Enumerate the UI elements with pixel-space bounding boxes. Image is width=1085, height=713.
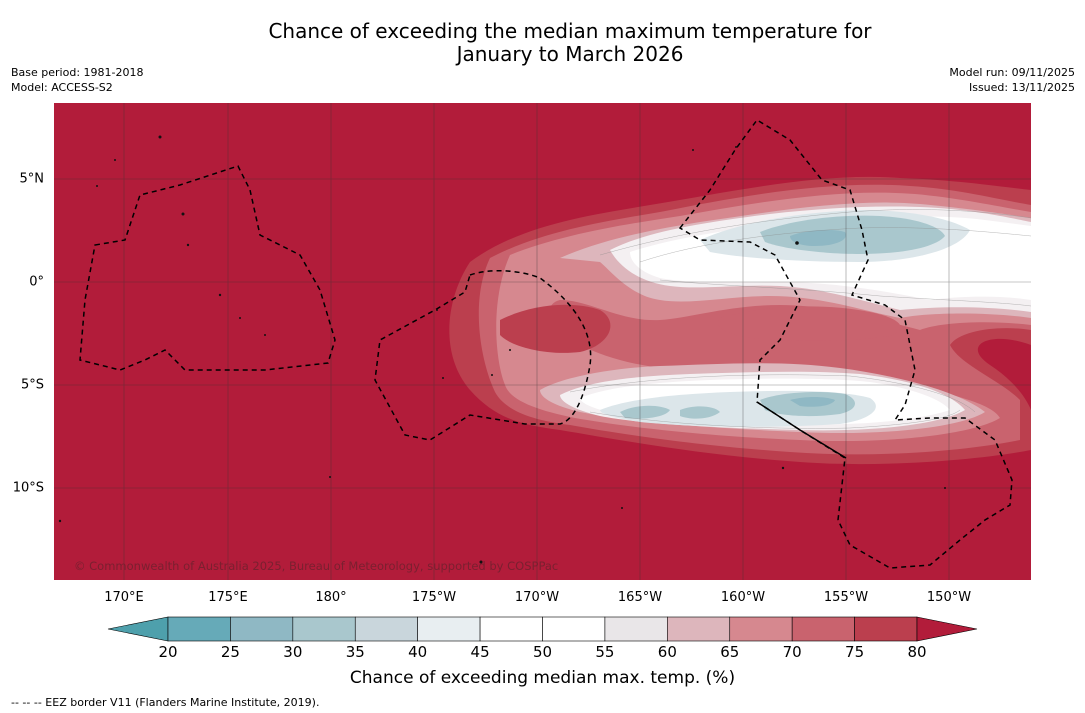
colorbar-tick-label: 55	[595, 643, 615, 661]
lon-label: 155°W	[823, 590, 869, 605]
colorbar	[107, 616, 978, 642]
lon-label: 150°W	[926, 590, 972, 605]
colorbar-tick-label: 75	[845, 643, 865, 661]
colorbar-tick-label: 40	[408, 643, 428, 661]
solid-border-segment	[756, 401, 847, 459]
eez-borders	[79, 119, 1013, 569]
lon-label: 170°E	[104, 590, 144, 605]
lon-label: 160°W	[720, 590, 766, 605]
colorbar-over-triangle	[916, 616, 978, 642]
colorbar-title: Chance of exceeding median max. temp. (%…	[349, 668, 736, 688]
colorbar-cell	[230, 616, 294, 642]
metadata-right: Model run: 09/11/2025 Issued: 13/11/2025	[949, 65, 1075, 95]
contour-band-mid	[717, 306, 901, 341]
colorbar-cell	[854, 616, 918, 642]
contour-band-25-30-south	[790, 397, 835, 407]
colorbar-cell	[167, 616, 231, 642]
lon-label: 175°E	[208, 590, 248, 605]
model-name: Model: ACCESS-S2	[11, 81, 113, 94]
colorbar-cell	[354, 616, 418, 642]
map-panel	[54, 103, 1031, 580]
colorbar-tick-label: 70	[782, 643, 802, 661]
lon-label: 175°W	[411, 590, 457, 605]
colorbar-cells	[167, 616, 918, 642]
colorbar-tick-label: 20	[158, 643, 178, 661]
issued-date: Issued: 13/11/2025	[968, 81, 1075, 94]
title-line-1: Chance of exceeding the median maximum t…	[268, 19, 872, 43]
metadata-left: Base period: 1981-2018 Model: ACCESS-S2	[11, 65, 143, 95]
contour-band-west-70	[500, 304, 611, 353]
gridlines	[54, 103, 1031, 580]
lon-label: 170°W	[514, 590, 560, 605]
colorbar-cell	[479, 616, 543, 642]
colorbar-tick-label: 50	[532, 643, 553, 661]
colorbar-tick-label: 65	[720, 643, 740, 661]
colorbar-tick-label: 25	[220, 643, 240, 661]
lat-label: 5°N	[19, 171, 45, 187]
title-line-2: January to March 2026	[456, 42, 684, 66]
colorbar-cell	[667, 616, 731, 642]
copyright-text: © Commonwealth of Australia 2025, Bureau…	[74, 559, 559, 573]
colorbar-tick-label: 45	[470, 643, 490, 661]
lon-label: 165°W	[617, 590, 663, 605]
colorbar-cell	[417, 616, 481, 642]
colorbar-cell	[604, 616, 668, 642]
lat-label: 10°S	[12, 480, 44, 496]
colorbar-cell	[791, 616, 855, 642]
colorbar-cell	[729, 616, 793, 642]
model-run: Model run: 09/11/2025	[949, 66, 1075, 79]
colorbar-tick-label: 30	[283, 643, 303, 661]
colorbar-tick-label: 35	[345, 643, 365, 661]
colorbar-tick-label: 60	[657, 643, 677, 661]
colorbar-tick-label: 80	[907, 643, 927, 661]
lat-label: 0°	[29, 274, 44, 290]
base-period: Base period: 1981-2018	[11, 66, 144, 79]
eez-footnote: -- -- -- EEZ border V11 (Flanders Marine…	[11, 696, 320, 709]
lat-label: 5°S	[20, 377, 44, 393]
lon-label: 180°	[315, 590, 347, 605]
chart-title: Chance of exceeding the median maximum t…	[0, 20, 1085, 66]
colorbar-cell	[292, 616, 356, 642]
colorbar-cell	[542, 616, 606, 642]
colorbar-under-triangle	[107, 616, 169, 642]
contour-band-25-30-north	[790, 229, 846, 246]
islands	[58, 135, 946, 564]
